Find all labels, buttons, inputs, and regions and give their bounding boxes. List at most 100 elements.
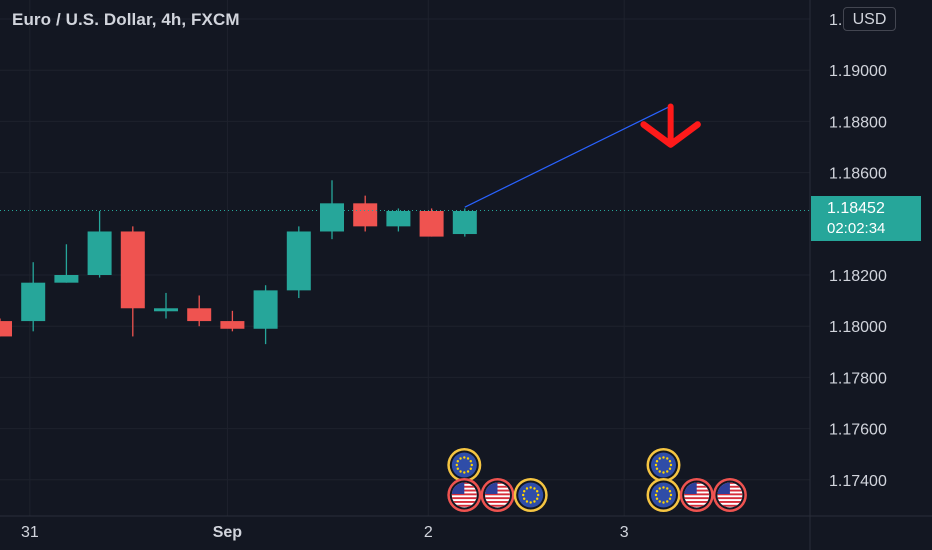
us-stripe [451, 493, 477, 496]
us-stripe [717, 504, 743, 507]
eu-star [662, 456, 665, 459]
trend-line [464, 105, 671, 208]
eu-star [456, 467, 460, 470]
eu-star [469, 467, 472, 470]
candle [386, 208, 411, 232]
eu-star [470, 463, 473, 467]
candle [187, 295, 212, 327]
last-price-tag: 1.18452 02:02:34 [811, 196, 921, 241]
candle-body [220, 321, 245, 329]
us-stripe [451, 501, 477, 503]
eu-star [463, 471, 466, 474]
candle-body [320, 203, 344, 232]
us-flag-icon [679, 478, 714, 512]
us-flag-field [485, 482, 510, 508]
bar-countdown: 02:02:34 [827, 220, 886, 237]
time-tick-label: 31 [21, 524, 39, 541]
candle-body [419, 211, 444, 237]
time-tick-label: 3 [620, 524, 629, 541]
economic-events [447, 448, 747, 512]
eu-star [658, 470, 661, 473]
price-tick-label: 1.18600 [829, 166, 887, 183]
us-canton [684, 482, 697, 494]
candle-body [0, 321, 12, 337]
currency-button[interactable]: USD [843, 7, 896, 31]
candle [452, 208, 477, 237]
time-axis-panel[interactable]: 31 Sep 2 3 [0, 515, 932, 541]
eu-star [662, 471, 665, 474]
eu-flag-field [451, 452, 477, 478]
drawings [0, 103, 810, 211]
us-stripe [451, 504, 477, 507]
price-tick-label: 1.17800 [829, 370, 887, 387]
eu-star [523, 497, 526, 500]
candle [419, 208, 444, 237]
eu-star [668, 460, 672, 463]
eu-star [525, 500, 529, 503]
eu-flag-field [651, 482, 676, 508]
eu-star [522, 493, 525, 497]
us-stripe [485, 501, 510, 503]
us-canton [451, 482, 465, 494]
time-tick-label: 2 [424, 524, 433, 541]
eu-star [533, 487, 536, 490]
us-stripe [451, 497, 477, 500]
eu-star [466, 470, 470, 473]
candle-body [54, 275, 79, 283]
candle [253, 285, 278, 345]
eu-star [535, 497, 539, 500]
candle-body [386, 211, 411, 227]
us-flag-field [451, 482, 477, 508]
price-tick-label: 1.18000 [829, 319, 887, 336]
arrow-down-icon [640, 103, 701, 148]
eu-star [529, 486, 532, 489]
us-flag-icon [712, 478, 747, 512]
eu-star [655, 467, 659, 470]
candle [54, 244, 79, 283]
eu-star [666, 470, 669, 473]
eu-flag-icon [447, 448, 482, 482]
us-stripe [485, 497, 510, 500]
us-stripe [684, 493, 710, 496]
us-canton [485, 482, 498, 494]
candle-body [286, 231, 311, 291]
us-flag-field [717, 482, 743, 508]
us-stripe [485, 493, 510, 496]
eu-star [463, 456, 466, 459]
eu-flag-field [518, 482, 544, 508]
candle-body [353, 203, 378, 227]
eu-star [456, 460, 460, 463]
eu-flag-icon [646, 448, 681, 482]
eu-star [668, 467, 672, 470]
eu-star [466, 457, 470, 460]
eu-star [669, 463, 673, 467]
eu-star [523, 490, 526, 493]
candle [220, 310, 245, 332]
candle-body [87, 231, 112, 275]
candle-body [154, 308, 178, 312]
eu-star [469, 460, 472, 463]
eu-flag-icon [646, 478, 681, 512]
candle-body [120, 231, 145, 309]
us-stripe [684, 504, 710, 507]
candles [0, 180, 477, 345]
eu-star [669, 493, 673, 497]
candle [21, 262, 46, 332]
eu-star [658, 457, 661, 460]
price-tick-label: 1.18200 [829, 268, 887, 285]
eu-star [459, 470, 462, 473]
arrow-head [640, 121, 701, 148]
time-tick-label: Sep [213, 524, 243, 541]
price-tick-label: 1.17600 [829, 422, 887, 439]
eu-flag-field [651, 452, 676, 478]
us-stripe [717, 493, 743, 496]
candle [87, 211, 112, 278]
eu-star [654, 463, 658, 467]
eu-star [662, 501, 665, 504]
candle [0, 318, 12, 337]
chart-title: Euro / U.S. Dollar, 4h, FXCM [12, 10, 240, 29]
eu-star [655, 490, 659, 493]
eu-flag-icon [513, 478, 548, 512]
eu-star [459, 457, 462, 460]
